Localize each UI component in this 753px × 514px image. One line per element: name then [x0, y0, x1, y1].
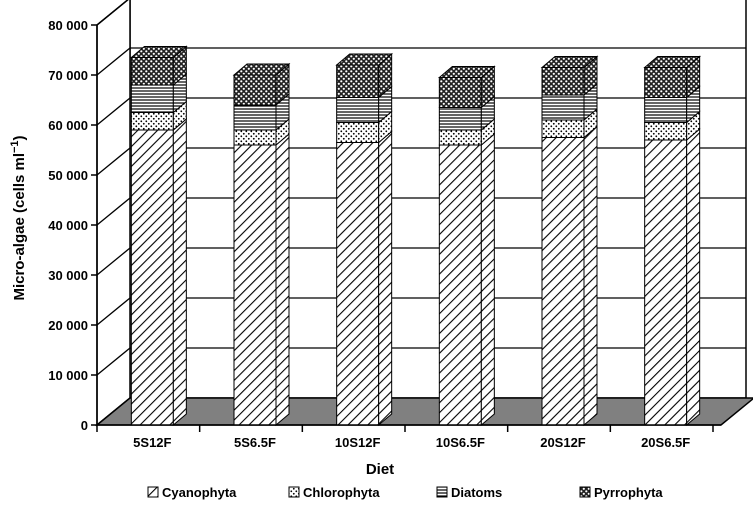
- bar-segment: [644, 139, 688, 426]
- legend-swatch: [288, 486, 300, 498]
- y-axis-label-close: ): [11, 135, 28, 140]
- bar-stack: [129, 45, 188, 427]
- legend: Cyanophyta Chlorophyta Diatoms Pyrrophyta: [147, 485, 663, 500]
- x-tick-label: 10S6.5F: [436, 435, 485, 450]
- y-tick-label: 70 000: [48, 68, 88, 83]
- bar-segment: [541, 67, 585, 96]
- legend-swatch: [436, 486, 448, 498]
- back-wall: [129, 0, 747, 399]
- gridline-side: [96, 97, 131, 126]
- bar-top: [643, 56, 702, 68]
- y-tick-label: 30 000: [48, 268, 88, 283]
- bar-segment: [438, 107, 482, 131]
- y-tick-label: 10 000: [48, 368, 88, 383]
- bar-segment-side: [172, 117, 187, 427]
- legend-label: Pyrrophyta: [594, 485, 663, 500]
- bar-segment: [336, 142, 380, 426]
- bar-segment-side: [275, 132, 290, 427]
- y-axis-label-main: Micro-algae (cells ml: [11, 153, 28, 301]
- gridline-side: [96, 47, 131, 76]
- legend-swatch: [579, 486, 591, 498]
- y-axis-label-superscript: −1: [9, 140, 21, 153]
- bar-top: [129, 46, 188, 58]
- bar-segment: [130, 57, 174, 86]
- bar-segment: [233, 144, 277, 426]
- bar-top: [335, 53, 394, 66]
- gridline-side: [96, 247, 131, 276]
- legend-label: Diatoms: [451, 485, 502, 500]
- bar-segment-side: [583, 125, 598, 427]
- bar-stack: [540, 55, 599, 427]
- bar-stack: [643, 55, 702, 427]
- legend-label: Chlorophyta: [303, 485, 380, 500]
- x-tick-label: 10S12F: [335, 435, 381, 450]
- bar-segment: [233, 74, 277, 106]
- legend-label: Cyanophyta: [162, 485, 237, 500]
- x-tick-label: 5S12F: [133, 435, 171, 450]
- gridline-side: [96, 147, 131, 176]
- bar-segment: [130, 112, 174, 131]
- y-tick-label: 60 000: [48, 118, 88, 133]
- x-tick-label: 5S6.5F: [234, 435, 276, 450]
- bar-segment: [336, 64, 380, 98]
- bar-segment: [233, 129, 277, 146]
- bars-layer: [129, 45, 702, 427]
- bar-segment: [438, 144, 482, 426]
- bar-segment: [541, 119, 585, 138]
- bar-stack: [437, 65, 496, 427]
- bar-segment: [336, 122, 380, 143]
- y-axis-label: Micro-algae (cells ml−1): [9, 135, 28, 300]
- legend-swatch: [147, 486, 159, 498]
- y-tick-label: 20 000: [48, 318, 88, 333]
- x-tick-label: 20S12F: [540, 435, 586, 450]
- y-tick-label: 0: [81, 418, 88, 433]
- y-tick-label: 50 000: [48, 168, 88, 183]
- bar-segment: [130, 84, 174, 113]
- bar-segment-side: [378, 130, 393, 427]
- y-tick-label: 40 000: [48, 218, 88, 233]
- bar-segment: [336, 97, 380, 123]
- gridline-side: [96, 0, 129, 26]
- bar-segment: [233, 104, 277, 131]
- bar-segment: [438, 77, 482, 108]
- x-axis-label: Diet: [366, 461, 394, 478]
- bar-stack: [335, 52, 394, 427]
- bar-segment-side: [686, 127, 701, 427]
- bar-segment: [438, 129, 482, 146]
- bar-top: [540, 56, 599, 68]
- bar-segment: [644, 122, 688, 141]
- gridline-side: [96, 347, 131, 376]
- bar-segment-side: [480, 132, 495, 427]
- gridline-side: [96, 197, 131, 226]
- bar-segment: [130, 129, 174, 426]
- bar-segment: [541, 94, 585, 121]
- bar-segment: [644, 67, 688, 98]
- bar-stack: [232, 62, 291, 427]
- axes: 5S12F 5S6.5F 10S12F 10S6.5F 20S12F 20S6.5F 0 10…: [48, 18, 721, 450]
- bar-top: [437, 66, 496, 78]
- x-tick-label: 20S6.5F: [641, 435, 690, 450]
- bar-segment: [541, 137, 585, 426]
- gridline-side: [96, 297, 131, 326]
- bar-top: [232, 63, 291, 76]
- bar-segment: [644, 97, 688, 123]
- y-tick-label: 80 000: [48, 18, 88, 33]
